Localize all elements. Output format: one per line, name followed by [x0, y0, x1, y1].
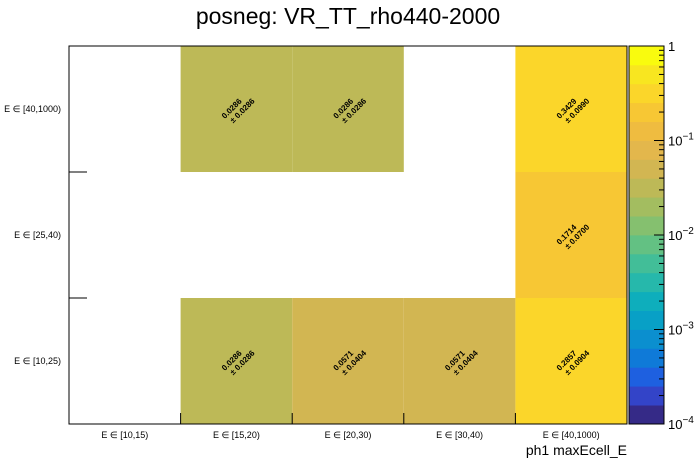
- x-tick-label: E ∈ [30,40): [436, 430, 483, 440]
- color-scale-segment: [629, 197, 664, 217]
- color-scale-segment: [629, 235, 664, 255]
- x-axis-title: ph1 maxEcell_E: [526, 442, 627, 458]
- color-scale-label-exponent: −4: [682, 415, 694, 426]
- color-scale-segment: [629, 253, 664, 274]
- color-scale-segment: [629, 178, 664, 198]
- x-tick-label: E ∈ [20,30): [325, 430, 372, 440]
- heatmap-cell: [515, 298, 627, 424]
- color-scale-segment: [629, 46, 664, 66]
- x-tick-label: E ∈ [10,15): [101, 430, 148, 440]
- heatmap-cells: [180, 46, 627, 424]
- color-scale-label-exponent: −1: [682, 132, 694, 143]
- x-tick-label: E ∈ [15,20): [213, 430, 260, 440]
- color-scale-segment: [629, 329, 664, 349]
- color-scale-label: 10−3: [668, 321, 694, 338]
- color-scale-segment: [629, 159, 664, 179]
- color-scale-segment: [629, 386, 664, 406]
- chart-title: posneg: VR_TT_rho440-2000: [196, 3, 500, 29]
- color-scale: 110−110−210−310−4: [628, 39, 694, 432]
- plot-frame: [68, 45, 628, 425]
- color-scale-label-exponent: −3: [682, 321, 694, 332]
- color-scale-segment: [629, 272, 664, 293]
- color-scale-label: 10−1: [668, 132, 694, 149]
- heatmap-cell: [180, 298, 293, 424]
- x-tick-label: E ∈ [40,1000): [543, 430, 600, 440]
- color-scale-segment: [629, 121, 664, 141]
- heatmap-cell: [292, 46, 404, 172]
- heatmap-cell: [515, 172, 627, 298]
- color-scale-label: 10−4: [668, 415, 694, 432]
- color-scale-label: 1: [668, 39, 675, 54]
- color-scale-segment: [629, 367, 664, 387]
- color-scale-label-base: 10: [668, 228, 682, 243]
- color-scale-segment: [629, 405, 664, 425]
- color-scale-segment: [629, 216, 664, 236]
- color-scale-segment: [629, 140, 664, 160]
- color-scale-segment: [629, 64, 664, 85]
- y-tick-label: E ∈ [25,40): [14, 230, 61, 240]
- color-scale-segment: [629, 83, 664, 104]
- color-scale-segment: [629, 348, 664, 368]
- heatmap-cell: [292, 298, 404, 424]
- color-scale-label-base: 10: [668, 323, 682, 338]
- color-scale-label-exponent: −2: [682, 226, 694, 237]
- axis-ticks: [69, 171, 516, 424]
- y-axis-labels: E ∈ [10,25) E ∈ [25,40) E ∈ [40,1000): [4, 104, 61, 366]
- color-scale-label: 10−2: [668, 226, 694, 243]
- color-scale-label-base: 1: [668, 39, 675, 54]
- x-axis-labels: E ∈ [10,15) E ∈ [15,20) E ∈ [20,30) E ∈ [30…: [101, 430, 599, 440]
- heatmap-cell: [515, 46, 627, 172]
- color-scale-segment: [629, 310, 664, 330]
- y-tick-label: E ∈ [40,1000): [4, 104, 61, 114]
- y-tick-label: E ∈ [10,25): [14, 356, 61, 366]
- color-scale-label-base: 10: [668, 134, 682, 149]
- color-scale-label-base: 10: [668, 417, 682, 432]
- heatmap-cell: [180, 46, 293, 172]
- heatmap-cell: [403, 298, 516, 424]
- color-scale-segment: [629, 102, 664, 122]
- color-scale-segment: [629, 291, 664, 311]
